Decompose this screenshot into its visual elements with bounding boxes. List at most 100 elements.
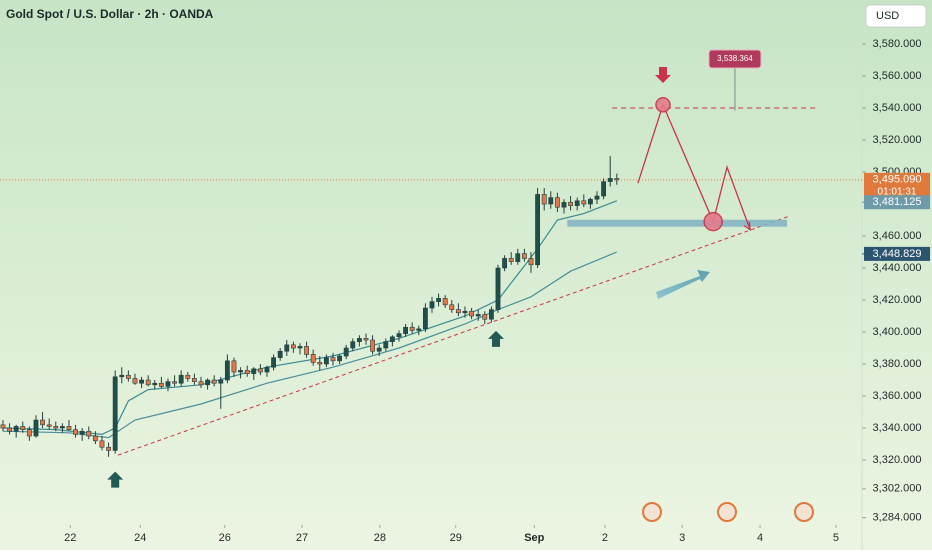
candle-body	[436, 298, 442, 302]
candle-body	[46, 424, 52, 427]
event-icon[interactable]	[794, 502, 814, 522]
candle-body	[53, 426, 59, 429]
callout-box	[708, 49, 762, 69]
candle-body	[205, 379, 210, 386]
candle-body	[271, 357, 276, 368]
candle-body	[145, 379, 151, 386]
currency-box[interactable]	[865, 4, 927, 28]
event-icon[interactable]	[642, 502, 662, 522]
price-label: 3,481.125	[873, 196, 922, 208]
candle-body	[568, 202, 574, 206]
candle-body	[409, 326, 415, 331]
candle-body	[7, 427, 12, 432]
y-tick-label: 3,302.000	[873, 483, 922, 495]
buy-signal	[488, 330, 505, 347]
candle-body	[337, 355, 342, 362]
projection-node	[703, 211, 723, 232]
candle-body	[66, 426, 72, 430]
candle-body	[330, 357, 336, 362]
plot-area: 3,538.364	[0, 0, 863, 550]
countdown-label: 01:01:31	[878, 187, 917, 198]
y-tick-label: 3,540.000	[873, 102, 922, 114]
event-icon[interactable]	[717, 502, 737, 522]
currency: USD	[876, 10, 899, 22]
candle-body	[132, 378, 138, 384]
candle-body	[244, 370, 250, 374]
current-price-box	[864, 172, 930, 199]
candle-body	[20, 426, 26, 430]
candle-body	[488, 309, 494, 320]
candle-body	[389, 336, 395, 342]
y-tick-label: 3,284.000	[873, 512, 922, 524]
y-tick-label: 3,380.000	[873, 358, 922, 370]
candle-body	[581, 200, 587, 205]
candle-body	[370, 339, 375, 352]
candle-body	[106, 446, 111, 451]
candle-body	[396, 333, 402, 338]
candle-body	[363, 338, 369, 341]
candle-body	[290, 344, 296, 349]
x-tick-label: 3	[679, 532, 685, 544]
candle-body	[40, 419, 45, 426]
candle-body	[92, 435, 98, 442]
candle-body	[191, 378, 197, 382]
candle-body	[561, 202, 567, 208]
candle-body	[521, 253, 527, 259]
candle-body	[614, 178, 620, 181]
candle-body	[475, 314, 481, 317]
candle-body	[383, 341, 389, 349]
candle-body	[119, 374, 125, 378]
candle-body	[442, 298, 448, 306]
candle-body	[403, 326, 409, 334]
y-tick-label: 3,440.000	[873, 262, 922, 274]
candle-body	[172, 381, 177, 384]
y-tick-label: 3,360.000	[873, 390, 922, 402]
candle-body	[238, 370, 243, 373]
x-tick-label: Sep	[524, 532, 544, 544]
price-label-box	[864, 246, 930, 261]
candle-body	[304, 346, 309, 355]
candle-body	[323, 357, 329, 365]
x-tick-label: 27	[296, 532, 308, 544]
sell-signal	[655, 67, 672, 83]
candle-body	[13, 426, 19, 432]
candle-body	[482, 314, 488, 320]
candle-body	[218, 379, 224, 384]
candle-body	[277, 350, 283, 358]
candle-body	[515, 253, 521, 262]
projection-head	[743, 221, 751, 231]
x-tick-label: 5	[833, 532, 839, 544]
candle-body	[574, 200, 580, 206]
candle-body	[554, 197, 560, 208]
callout-label: 3,538.364	[717, 54, 753, 63]
buy-signal	[107, 471, 124, 488]
candle-body	[343, 347, 349, 357]
x-tick-label: 2	[602, 532, 608, 544]
x-tick-label: 22	[64, 532, 76, 544]
candle-body	[601, 181, 607, 197]
candle-body	[178, 374, 184, 384]
current-price-label: 3,495.090	[873, 173, 922, 185]
y-tick-label: 3,560.000	[873, 70, 922, 82]
y-tick-label: 3,400.000	[873, 326, 922, 338]
candle-body	[257, 368, 263, 373]
candle-body	[356, 338, 362, 342]
candle-body	[152, 382, 158, 386]
price-label-box	[864, 195, 930, 210]
x-tick-label: 29	[450, 532, 462, 544]
x-tick-label: 26	[219, 532, 231, 544]
candle-body	[528, 258, 534, 266]
candle-body	[462, 310, 468, 314]
x-tick-label: 24	[134, 532, 146, 544]
x-tick-label: 28	[374, 532, 386, 544]
candle-body	[211, 379, 217, 384]
candle-body	[231, 360, 237, 373]
candle-body	[73, 429, 78, 435]
candle-body	[59, 426, 65, 429]
event-icons[interactable]	[642, 502, 814, 522]
y-tick-label: 3,460.000	[873, 230, 922, 242]
candle-body	[139, 379, 144, 384]
